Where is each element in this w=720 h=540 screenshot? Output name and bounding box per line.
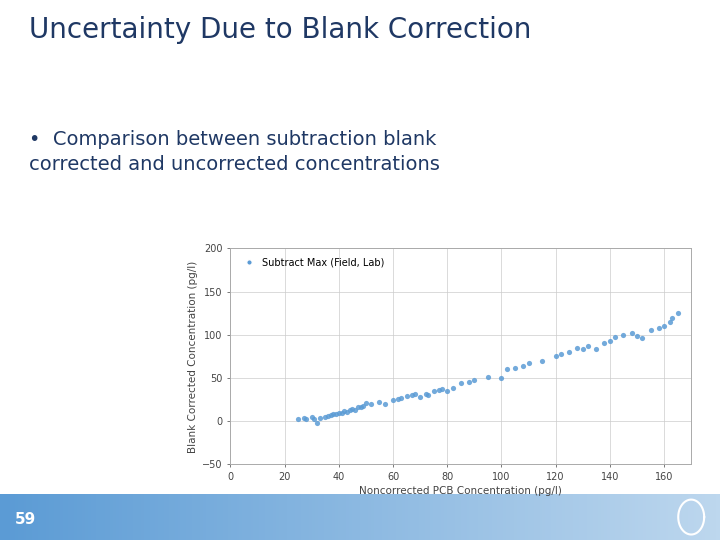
Point [306,413,318,421]
Point [433,386,445,394]
Point [590,345,602,354]
Point [495,374,507,382]
Point [672,309,683,318]
Point [610,333,621,342]
Point [550,352,562,361]
Point [463,378,474,387]
Point [518,362,529,370]
Point [564,348,575,356]
Point [428,387,439,395]
Point [658,322,670,330]
Point [355,402,366,411]
Point [395,394,407,402]
Point [415,393,426,401]
Point [447,384,459,393]
Point [423,391,434,400]
Text: Uncertainty Due to Blank Correction: Uncertainty Due to Blank Correction [29,16,531,44]
Point [618,330,629,339]
Point [357,401,369,410]
Legend: Subtract Max (Field, Lab): Subtract Max (Field, Lab) [235,253,389,271]
Point [469,375,480,384]
Point [555,349,567,358]
Point [336,408,347,417]
Point [314,414,325,422]
Point [441,387,453,395]
Point [645,326,657,335]
Point [572,343,583,352]
Point [360,399,372,407]
Point [330,410,342,418]
Point [338,407,350,415]
Point [631,332,643,340]
Point [409,390,420,399]
Point [482,373,494,381]
Point [325,411,336,420]
Text: •  Comparison between subtraction blank
corrected and uncorrected concentrations: • Comparison between subtraction blank c… [29,130,440,173]
Point [366,400,377,408]
Point [667,313,678,322]
Point [536,356,548,365]
X-axis label: Noncorrected PCB Concentration (pg/l): Noncorrected PCB Concentration (pg/l) [359,486,562,496]
Point [292,414,304,423]
Point [311,418,323,427]
Y-axis label: Blank Corrected Concentration (pg/l): Blank Corrected Concentration (pg/l) [188,260,198,453]
Point [309,414,320,423]
Point [349,406,361,414]
Point [352,403,364,411]
Point [300,415,312,424]
Text: 59: 59 [14,512,36,527]
Point [664,318,675,326]
Point [523,359,534,368]
Point [636,334,648,342]
Point [577,345,588,353]
Point [344,406,356,414]
Point [328,410,339,418]
Point [509,363,521,372]
Point [599,339,611,348]
Point [379,400,391,408]
Point [582,342,594,350]
Point [320,413,331,421]
Point [341,407,353,416]
Point [333,409,345,418]
Point [604,336,616,345]
Point [653,323,665,332]
Point [323,411,334,420]
Point [346,405,358,414]
Point [298,414,310,422]
Point [387,396,399,405]
Point [392,394,404,403]
Point [626,329,637,338]
Point [420,389,431,398]
Point [401,392,413,401]
Point [455,379,467,388]
Point [436,385,448,394]
Point [406,391,418,400]
Point [501,365,513,374]
Point [374,398,385,407]
